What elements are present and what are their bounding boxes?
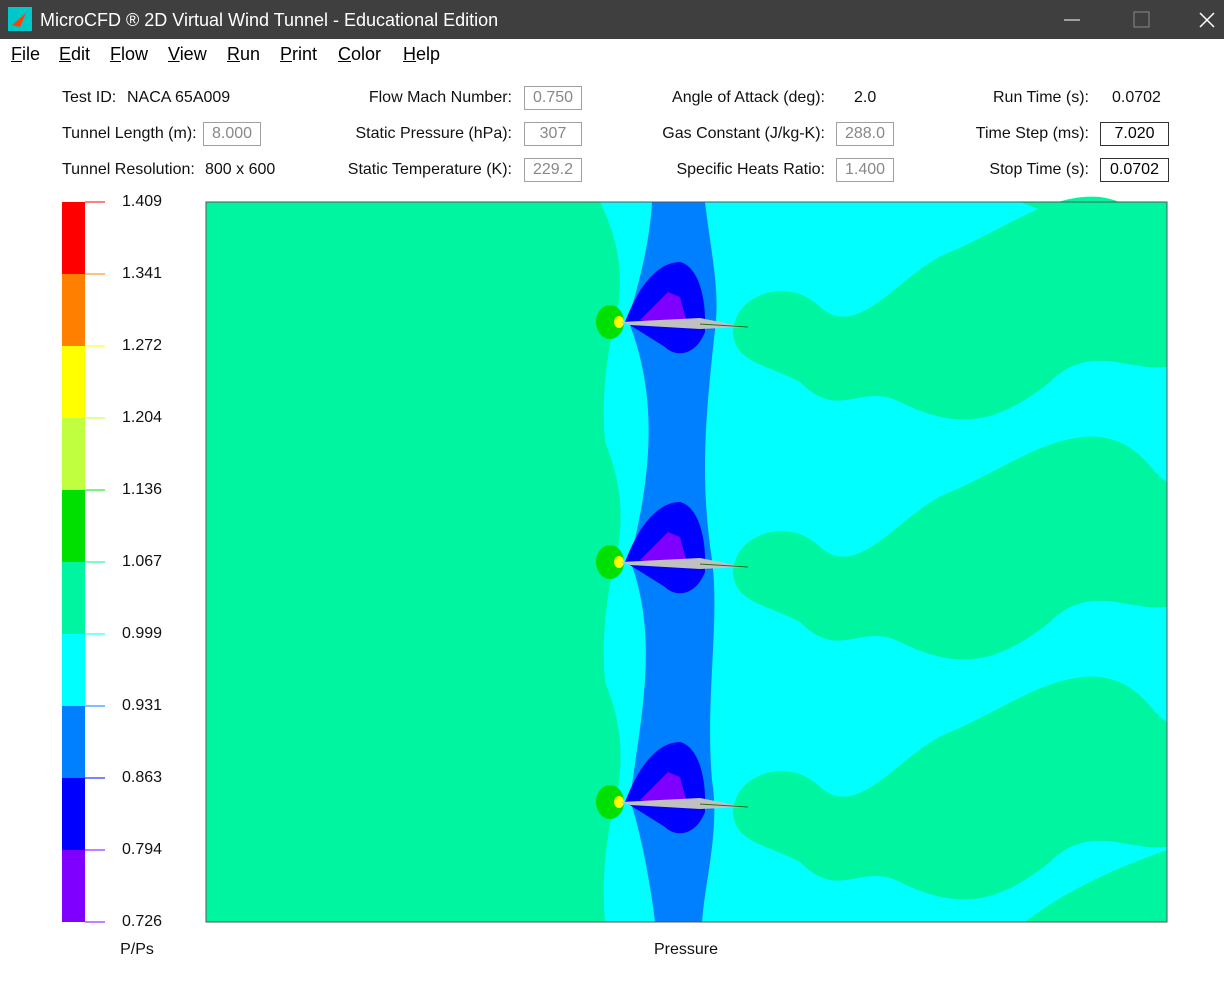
- field-input: 0.750: [524, 86, 582, 110]
- stagnation-core: [614, 556, 624, 568]
- field-label: Static Temperature (K):: [347, 161, 512, 178]
- low-pressure: [625, 742, 705, 834]
- plot-label: Pressure: [654, 941, 718, 958]
- title-bar: MicroCFD ® 2D Virtual Wind Tunnel - Educ…: [0, 0, 1224, 39]
- field-label: Static Pressure (hPa):: [355, 125, 513, 142]
- menu-item[interactable]: Print: [280, 44, 318, 64]
- color-band: [62, 634, 85, 706]
- field-input[interactable]: 0.0702: [1100, 158, 1169, 182]
- color-bar: 1.409 1.341 1.272 1.204 1.136 1.067 0.999 0.931…: [62, 193, 162, 930]
- field-input: 307: [524, 122, 582, 146]
- color-band: [62, 706, 85, 778]
- tick-label: 0.794: [122, 841, 162, 858]
- color-band: [62, 202, 85, 274]
- field-label: Test ID:: [62, 89, 117, 106]
- field-input: 229.2: [524, 158, 582, 182]
- wake-line: [699, 323, 749, 328]
- field-input[interactable]: 7.020: [1100, 122, 1169, 146]
- menu-bar: File Edit Flow View Run Print Color Help: [0, 39, 1224, 69]
- field-label: Angle of Attack (deg):: [672, 89, 825, 106]
- low-pressure-core: [640, 532, 688, 567]
- field-label: Tunnel Resolution:: [62, 161, 195, 178]
- field-label: Stop Time (s):: [989, 161, 1089, 178]
- flow-region: [733, 676, 1167, 900]
- tick-label: 1.272: [122, 337, 162, 354]
- stagnation-core: [614, 316, 624, 328]
- menu-item[interactable]: File: [11, 44, 41, 64]
- stagnation: [596, 545, 624, 579]
- field-input: 288.0: [836, 122, 894, 146]
- tick-label: 1.136: [122, 481, 162, 498]
- airfoil: [620, 798, 745, 809]
- field-label: Run Time (s):: [992, 89, 1089, 106]
- tick-label: 0.999: [122, 625, 162, 642]
- color-band: [62, 274, 85, 346]
- tick-label: 0.931: [122, 697, 162, 714]
- color-band: [62, 418, 85, 490]
- airfoil: [620, 558, 745, 569]
- low-pressure: [625, 502, 705, 594]
- color-band: [62, 850, 85, 922]
- stagnation: [596, 305, 624, 339]
- field-label: Gas Constant (J/kg-K):: [662, 125, 825, 142]
- field-label: Specific Heats Ratio:: [676, 161, 825, 178]
- menu-item[interactable]: Help: [403, 44, 441, 64]
- wake-line: [699, 563, 749, 568]
- field-value: NACA 65A009: [127, 89, 231, 106]
- low-pressure-core: [640, 772, 688, 807]
- menu-item[interactable]: Flow: [110, 44, 149, 64]
- color-band: [62, 346, 85, 418]
- tick-label: 1.204: [122, 409, 162, 426]
- menu-item[interactable]: Color: [338, 44, 382, 64]
- low-pressure: [625, 262, 705, 354]
- low-pressure-core: [640, 292, 688, 327]
- menu-item[interactable]: Edit: [59, 44, 91, 64]
- window-controls[interactable]: [1024, 0, 1224, 39]
- field-value: 0.0702: [1112, 89, 1161, 106]
- tick-label: 1.341: [122, 265, 162, 282]
- tick-label: 0.863: [122, 769, 162, 786]
- field-input: 1.400: [836, 158, 894, 182]
- menu-item[interactable]: Run: [227, 44, 261, 64]
- tick-label: 0.726: [122, 913, 162, 930]
- field-value: 800 x 600: [205, 161, 276, 178]
- field-label: Tunnel Length (m):: [62, 125, 197, 142]
- stagnation: [596, 785, 624, 819]
- tick-label: 1.067: [122, 553, 162, 570]
- field-label: Flow Mach Number:: [368, 89, 512, 106]
- stagnation-core: [614, 796, 624, 808]
- flow-region: [733, 196, 1167, 420]
- field-label: Time Step (ms):: [975, 125, 1089, 142]
- tick-label: 1.409: [122, 193, 162, 210]
- field-value: 2.0: [854, 89, 877, 106]
- color-band: [62, 490, 85, 562]
- field-input: 8.000: [203, 122, 261, 146]
- airfoil: [620, 318, 745, 329]
- colorbar-label: P/Ps: [120, 941, 154, 958]
- window-title: MicroCFD ® 2D Virtual Wind Tunnel - Educ…: [40, 10, 499, 30]
- app-icon: [8, 7, 32, 31]
- flow-region: [733, 436, 1167, 660]
- color-band: [62, 778, 85, 850]
- wake-line: [699, 803, 749, 808]
- menu-item[interactable]: View: [168, 44, 207, 64]
- pressure-plot: [205, 196, 1168, 923]
- color-band: [62, 562, 85, 634]
